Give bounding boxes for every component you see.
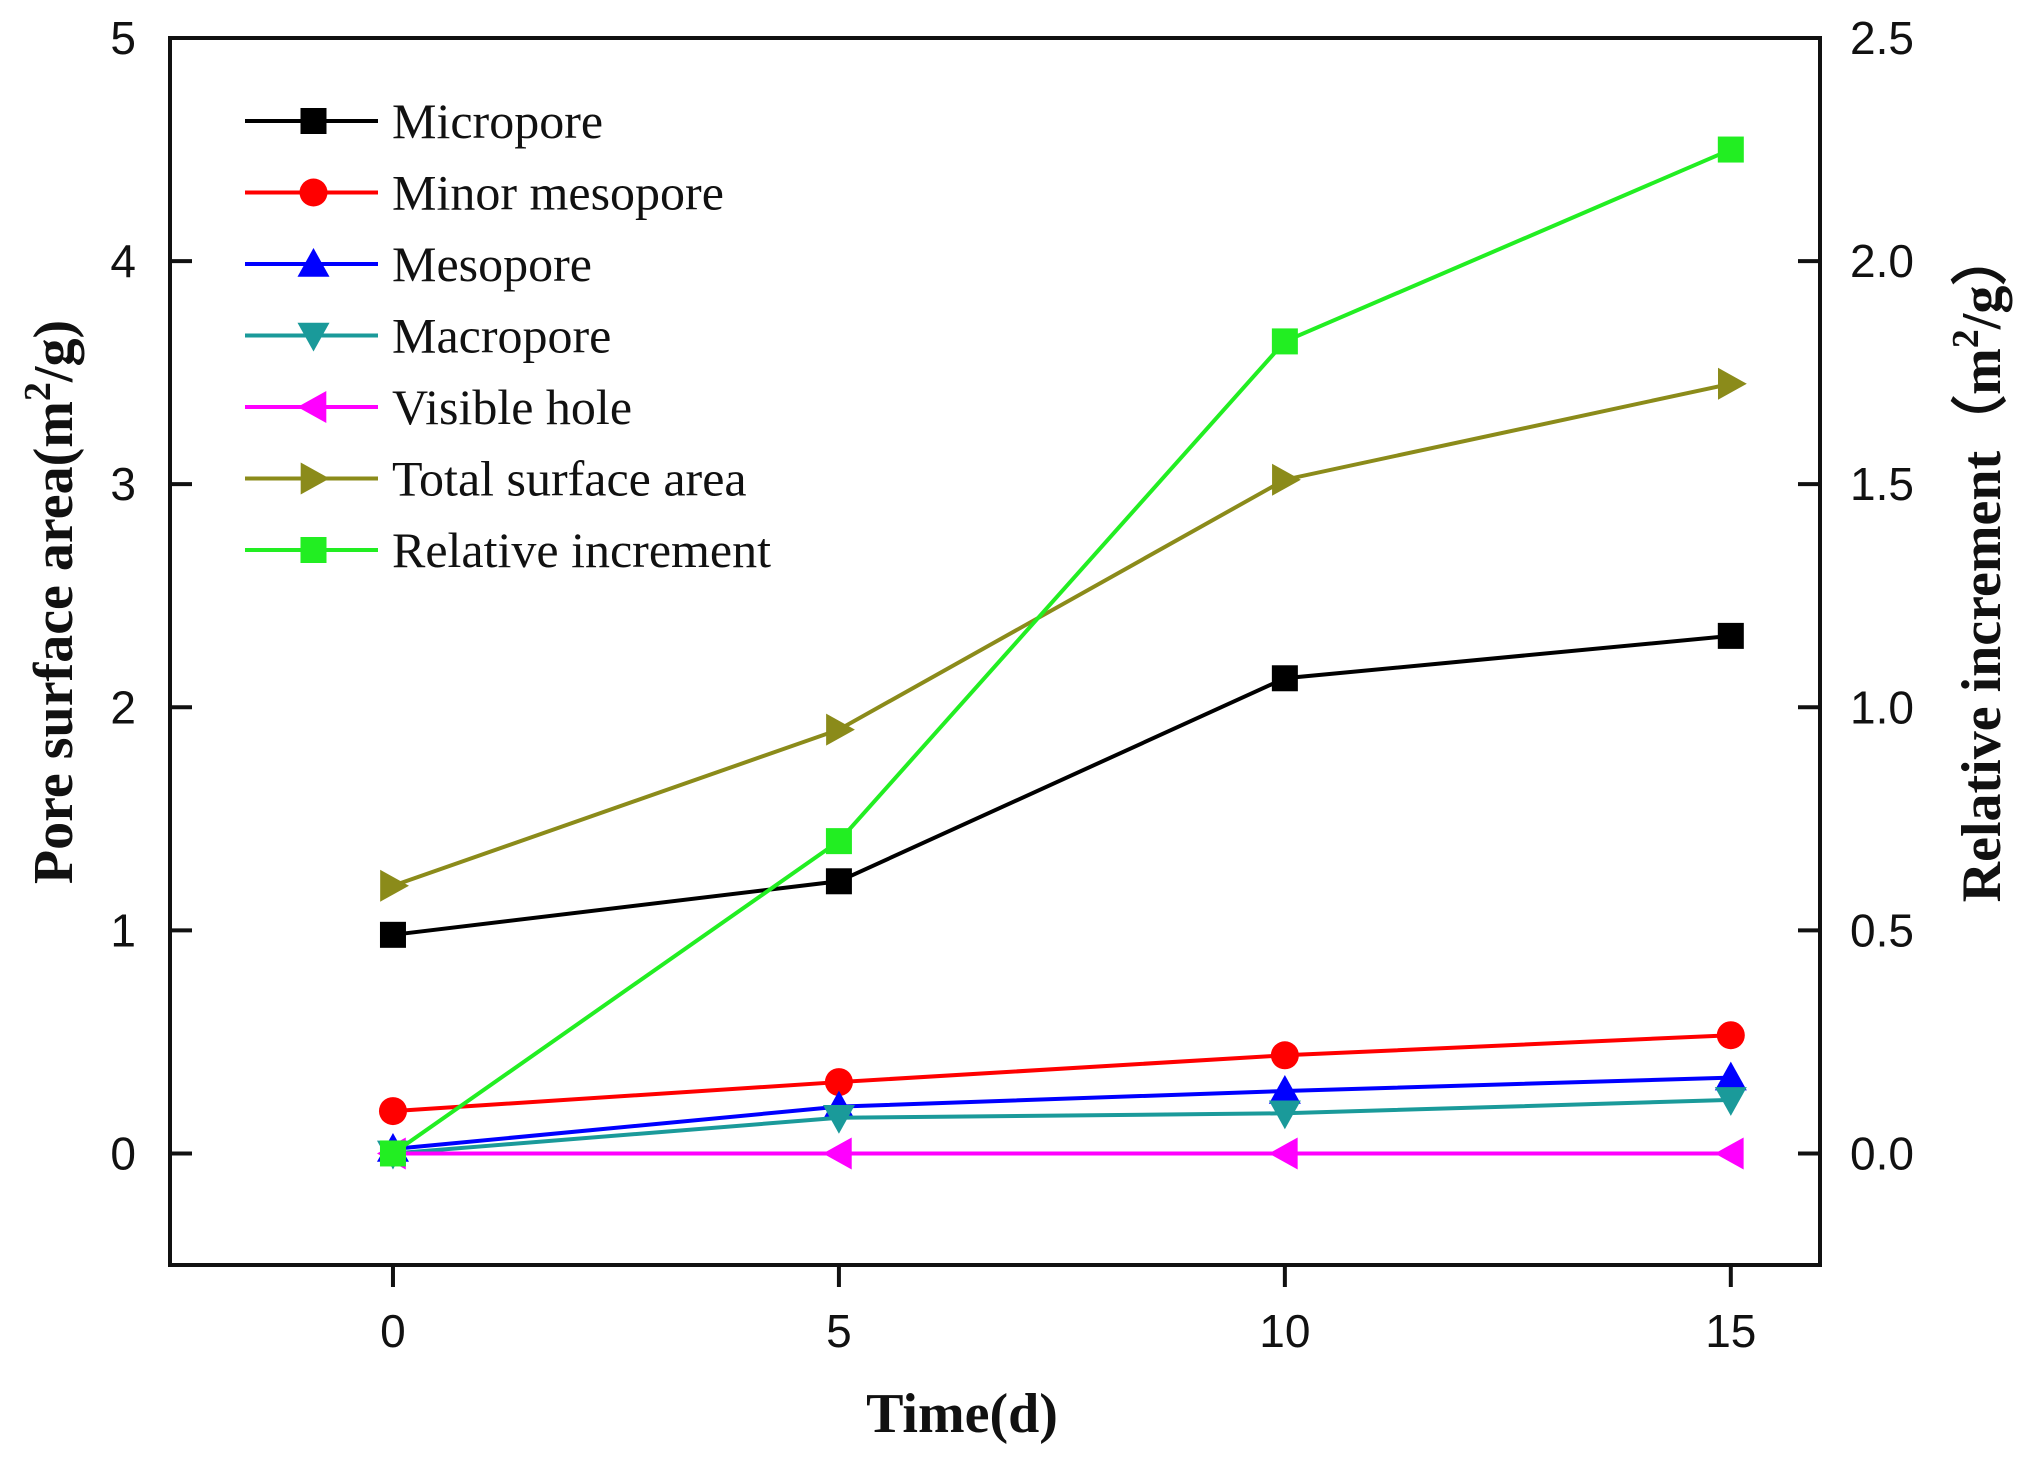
- data-point: [1716, 1021, 1745, 1050]
- x-axis-title: Time(d): [866, 1383, 1058, 1445]
- data-point: [1718, 367, 1747, 400]
- x-tick-label: 15: [1705, 1305, 1756, 1357]
- data-point: [1717, 136, 1744, 163]
- data-point: [1714, 1087, 1747, 1116]
- data-point: [1268, 1137, 1298, 1170]
- legend-item: Visible hole: [245, 379, 632, 435]
- x-tick-label: 5: [826, 1305, 852, 1357]
- y-axis-right-title-unit: （m: [1950, 348, 2013, 451]
- series-visible-hole: [376, 1137, 1744, 1170]
- y-axis-left-title: Pore surface area(m2/g): [17, 320, 85, 884]
- data-point: [825, 868, 852, 895]
- legend: Micropore Minor mesopore Mesopore Macropore…: [245, 93, 771, 578]
- y-left-tick-label: 4: [110, 235, 136, 287]
- y-left-tick-label: 0: [110, 1127, 136, 1179]
- y-right-tick-label: 1.0: [1850, 681, 1914, 733]
- legend-label: Total surface area: [392, 451, 747, 507]
- y-axis-left-title-sup: 2: [17, 382, 59, 401]
- series-line: [392, 1097, 1731, 1156]
- y-axis-left-title-unit: (m: [23, 401, 85, 466]
- series-line: [392, 1075, 1731, 1151]
- y-left-tick-label: 2: [110, 681, 136, 733]
- y-left-tick-label: 5: [110, 12, 136, 64]
- y-right-tick-label: 0.5: [1850, 904, 1914, 956]
- y-axis-right-title-unit-end: /g）: [1950, 230, 2013, 331]
- data-point: [379, 921, 406, 948]
- data-point: [1268, 1074, 1301, 1104]
- data-point: [822, 1104, 855, 1134]
- legend-swatch-marker: [300, 108, 327, 134]
- data-point: [1271, 665, 1298, 692]
- legend-label: Minor mesopore: [392, 165, 724, 221]
- data-point: [379, 1140, 406, 1167]
- y-axis-left-title-unit-end: /g): [23, 320, 85, 383]
- legend-item: Mesopore: [245, 236, 592, 292]
- data-point: [378, 1097, 407, 1126]
- y-axis-right-title: Relative increment（m2/g）: [1945, 230, 2013, 903]
- y-right-tick-label: 1.5: [1850, 458, 1914, 510]
- y-left-tick-label: 1: [110, 904, 136, 956]
- data-point: [380, 869, 409, 902]
- legend-swatch-marker: [299, 178, 328, 207]
- legend-item: Macropore: [245, 308, 611, 364]
- legend-swatch-marker: [297, 391, 327, 423]
- legend-swatch-marker: [297, 322, 330, 352]
- series-mesopore: [376, 1061, 1747, 1162]
- legend-swatch-marker: [300, 462, 330, 495]
- data-point: [1270, 1041, 1299, 1070]
- legend-label: Micropore: [392, 93, 603, 149]
- data-point: [826, 713, 855, 746]
- y-axis-right-title-text: Relative increment: [1951, 451, 2013, 903]
- y-right-tick-label: 2.5: [1850, 12, 1914, 64]
- series-line: [392, 381, 1732, 888]
- series-total-surface-area: [380, 367, 1747, 902]
- y-right-tick-label: 2.0: [1850, 235, 1914, 287]
- axes-layer: [168, 36, 1822, 1267]
- series-minor-mesopore: [378, 1021, 1745, 1126]
- plot-frame: [168, 36, 1822, 1267]
- legend-label: Macropore: [392, 308, 611, 364]
- legend-item: Total surface area: [245, 451, 747, 507]
- data-point: [1714, 1061, 1747, 1091]
- y-right-tick-label: 0.0: [1850, 1127, 1914, 1179]
- ticks-layer: 0 5 10 15 0 1 2 3 4 5 0.0 0.5 1.0 1.5 2.0 2.5: [110, 12, 1914, 1357]
- y-axis-right-title-sup: 2: [1945, 329, 1987, 348]
- legend-label: Visible hole: [392, 379, 632, 435]
- series-line: [392, 1033, 1731, 1114]
- legend-label: Relative increment: [392, 522, 771, 578]
- legend-swatch-marker: [297, 248, 330, 277]
- legend-item: Minor mesopore: [245, 165, 724, 221]
- series-micropore: [379, 622, 1744, 948]
- series-relative-increment: [379, 136, 1744, 1167]
- data-point: [824, 1068, 853, 1097]
- series-line: [392, 633, 1732, 937]
- series-line: [391, 147, 1732, 1156]
- legend-item: Micropore: [245, 93, 603, 149]
- legend-label: Mesopore: [392, 236, 592, 292]
- data-point: [822, 1137, 852, 1170]
- x-tick-label: 10: [1259, 1305, 1310, 1357]
- data-point: [825, 828, 852, 855]
- x-tick-label: 0: [380, 1305, 406, 1357]
- legend-item: Relative increment: [245, 522, 771, 578]
- data-point: [1268, 1100, 1301, 1130]
- data-point: [1271, 328, 1298, 355]
- y-axis-left-title-text: Pore surface area: [23, 466, 85, 884]
- legend-swatch-marker: [300, 537, 327, 563]
- y-left-tick-label: 3: [110, 458, 136, 510]
- data-point: [1717, 622, 1744, 649]
- data-point: [1272, 463, 1301, 496]
- series-layer: [376, 136, 1747, 1170]
- data-point: [1714, 1137, 1744, 1170]
